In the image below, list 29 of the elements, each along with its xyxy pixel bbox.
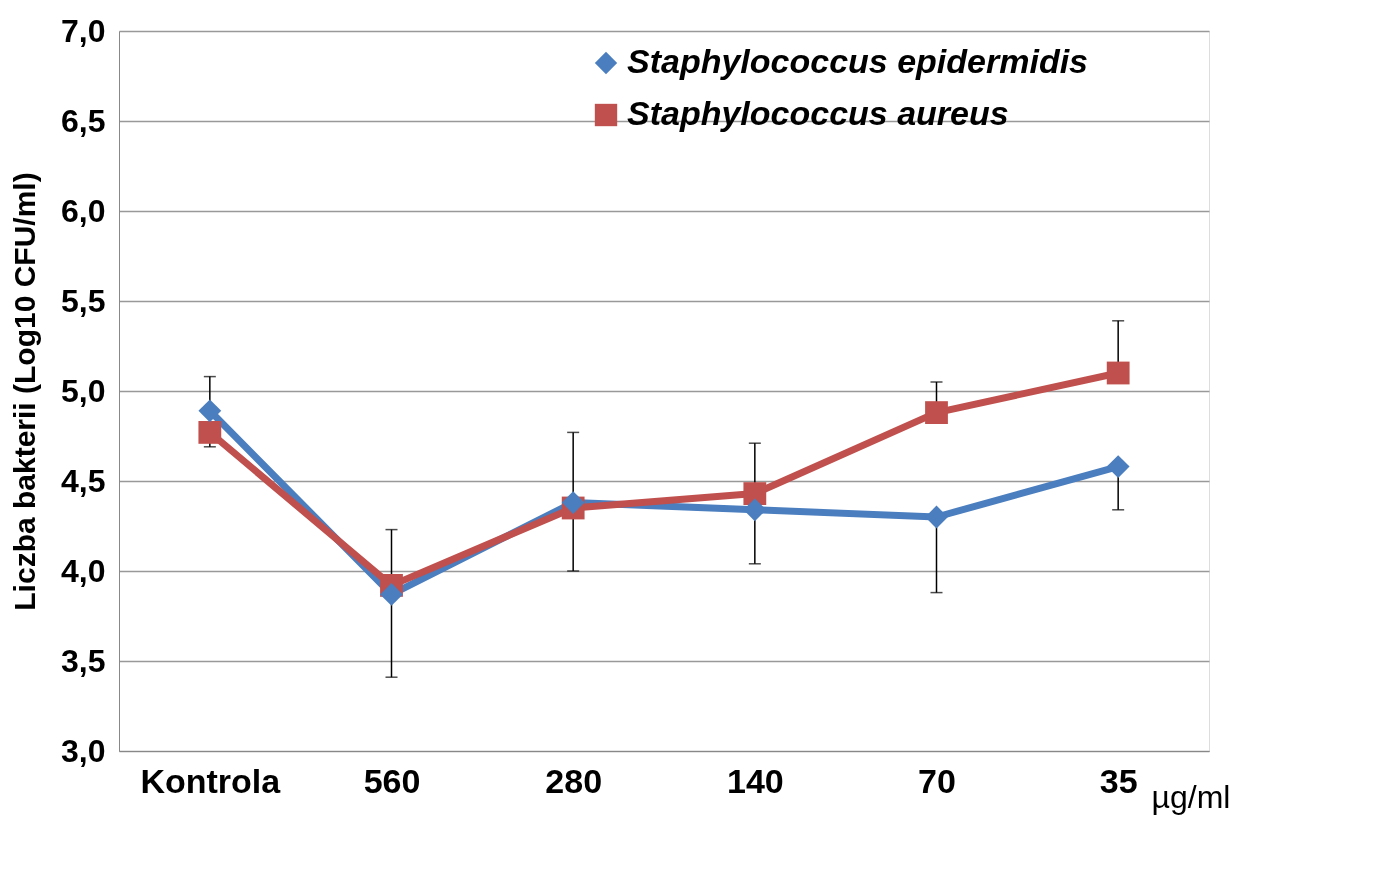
- y-tick-label: 3,0: [61, 732, 106, 769]
- x-tick-label: 140: [726, 761, 784, 800]
- point: [925, 505, 948, 529]
- point: [1106, 361, 1130, 385]
- y-tick-label: 5,5: [61, 282, 106, 319]
- y-axis-title: Liczba bakterii (Log10 CFU/ml): [8, 172, 42, 611]
- y-tick-label: 7,0: [61, 12, 106, 49]
- point: [1106, 455, 1130, 478]
- y-tick-label: 5,0: [61, 372, 106, 409]
- legend-label: Staphylococcus epidermidis: [627, 42, 1089, 80]
- y-tick-label: 3,5: [61, 642, 106, 679]
- point: [198, 421, 222, 444]
- x-tick-label: 560: [363, 761, 421, 800]
- y-tick-label: 6,0: [61, 192, 106, 229]
- y-tick-label: 4,0: [61, 552, 106, 589]
- x-tick-label: Kontrola: [140, 761, 282, 800]
- y-tick-label: 6,5: [61, 102, 106, 139]
- x-axis-title: µg/ml: [1151, 778, 1231, 815]
- x-tick-label: 70: [918, 761, 956, 800]
- x-tick-label: 280: [545, 761, 603, 800]
- point: [743, 482, 767, 505]
- x-tick-label: 35: [1099, 761, 1138, 800]
- legend-label: Staphylococcus aureus: [627, 94, 1009, 132]
- point: [380, 583, 403, 606]
- point: [198, 399, 222, 423]
- point: [925, 401, 948, 424]
- y-tick-label: 4,5: [61, 462, 106, 499]
- point: [561, 491, 585, 514]
- point: [743, 498, 767, 522]
